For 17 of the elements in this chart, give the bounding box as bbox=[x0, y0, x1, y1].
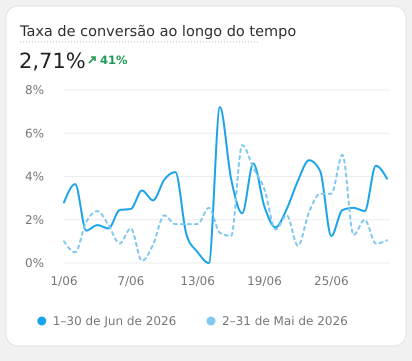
x-tick-label: 7/06 bbox=[117, 274, 144, 288]
x-tick-label: 1/06 bbox=[50, 274, 78, 288]
x-tick-label: 25/06 bbox=[314, 274, 349, 288]
text: 41% bbox=[100, 53, 128, 67]
y-tick-label: 2% bbox=[24, 212, 44, 227]
y-tick-label: 8% bbox=[24, 83, 44, 98]
legend-label: 1–30 de Jun de 2026 bbox=[52, 314, 176, 328]
line-series bbox=[63, 144, 388, 262]
x-tick-label: 13/06 bbox=[180, 274, 215, 288]
line-series bbox=[63, 106, 388, 264]
x-tick-label: 19/06 bbox=[247, 274, 282, 288]
y-tick-label: 0% bbox=[24, 256, 44, 270]
text: 2,71% bbox=[19, 49, 86, 73]
y-tick-label: 6% bbox=[24, 126, 44, 140]
y-tick-label: 4% bbox=[24, 170, 44, 184]
chart-title: Taxa de conversão ao longo do tempo bbox=[19, 24, 296, 40]
legend-label: 2–31 de Mai de 2026 bbox=[222, 314, 348, 328]
